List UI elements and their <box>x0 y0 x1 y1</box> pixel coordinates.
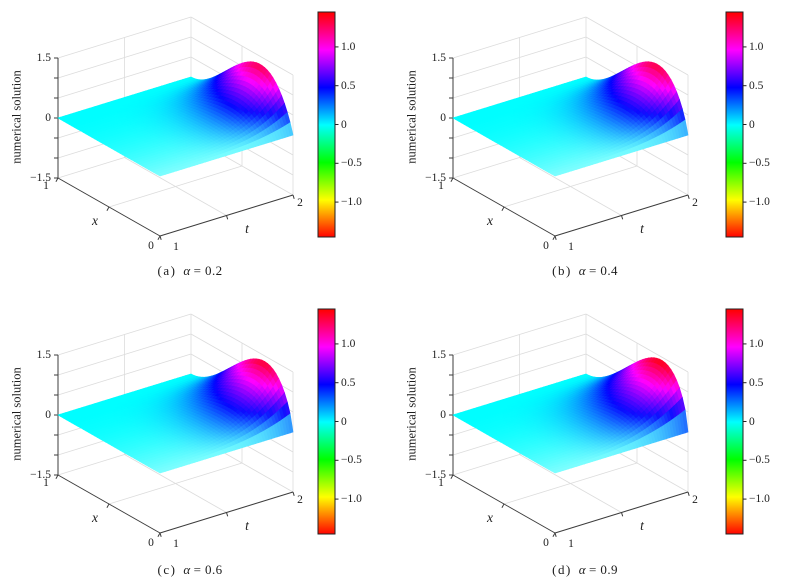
z-tick-label: −1.5 <box>30 172 51 184</box>
t-axis-label: t <box>640 221 644 236</box>
colorbar-tick-label: −1.0 <box>749 196 770 209</box>
surface-plot-canvas-b <box>395 0 790 290</box>
x-tick-label: 0 <box>148 537 154 549</box>
t-axis-label: t <box>640 518 644 533</box>
z-tick-label: −1.5 <box>425 172 446 184</box>
x-axis-label: x <box>92 213 98 228</box>
t-axis-label: t <box>245 518 249 533</box>
t-tick-label: 1 <box>568 241 574 253</box>
subplot-d: numerical solution x t (d) α = 0.9 1.5 0 −1.… <box>395 290 790 583</box>
colorbar-tick-label: −0.5 <box>341 454 362 467</box>
surface-plot-canvas-d <box>395 290 790 583</box>
colorbar-tick-label: 0.5 <box>341 79 356 92</box>
colorbar-tick-label: 1.0 <box>341 337 356 350</box>
surface-plot-canvas-c <box>0 290 395 583</box>
colorbar-tick-label: −0.5 <box>341 157 362 170</box>
x-tick-label: 0 <box>543 240 549 252</box>
subplot-caption-d: (d) α = 0.9 <box>465 562 705 578</box>
subplot-caption-b: (b) α = 0.4 <box>465 263 705 279</box>
colorbar-tick-label: 0.5 <box>341 376 356 389</box>
t-tick-label: 2 <box>692 197 698 209</box>
t-tick-label: 2 <box>297 494 303 506</box>
z-axis-label: numerical solution <box>9 367 24 461</box>
z-tick-label: 0 <box>45 409 51 421</box>
alpha-value: = 0.2 <box>193 263 223 278</box>
colorbar-tick-label: 0.5 <box>749 376 764 389</box>
z-axis-label: numerical solution <box>404 70 419 164</box>
colorbar-tick-label: −0.5 <box>749 454 770 467</box>
z-tick-label: 0 <box>440 112 446 124</box>
caption-index: (a) <box>157 263 177 278</box>
caption-index: (b) <box>552 263 572 278</box>
alpha-value: = 0.9 <box>589 562 618 577</box>
subplot-caption-a: (a) α = 0.2 <box>70 263 310 279</box>
subplot-a: numerical solution x t (a) α = 0.2 1.5 0 −1.… <box>0 0 395 290</box>
z-tick-label: 1.5 <box>431 349 446 361</box>
t-tick-label: 1 <box>173 241 179 253</box>
x-tick-label: 1 <box>438 477 444 489</box>
colorbar-tick-label: 0 <box>341 118 347 131</box>
surface-plot-canvas-a <box>0 0 395 290</box>
caption-index: (c) <box>157 562 177 577</box>
colorbar-tick-label: −1.0 <box>341 493 362 506</box>
alpha-value: = 0.6 <box>193 562 223 577</box>
x-tick-label: 0 <box>148 240 154 252</box>
x-tick-label: 1 <box>43 477 49 489</box>
colorbar-tick-label: −1.0 <box>341 196 362 209</box>
z-axis-label: numerical solution <box>9 70 24 164</box>
colorbar-tick-label: 1.0 <box>749 40 764 53</box>
alpha-symbol: α <box>183 263 191 278</box>
colorbar-tick-label: 1.0 <box>749 337 764 350</box>
z-tick-label: −1.5 <box>30 469 51 481</box>
colorbar-tick-label: −0.5 <box>749 157 770 170</box>
x-tick-label: 1 <box>438 180 444 192</box>
x-axis-label: x <box>487 510 493 525</box>
colorbar-tick-label: −1.0 <box>749 493 770 506</box>
t-axis-label: t <box>245 221 249 236</box>
t-tick-label: 2 <box>297 197 303 209</box>
t-tick-label: 2 <box>692 494 698 506</box>
z-tick-label: 0 <box>440 409 446 421</box>
t-tick-label: 1 <box>173 538 179 550</box>
z-tick-label: 1.5 <box>36 349 51 361</box>
alpha-value: = 0.4 <box>589 263 618 278</box>
z-axis-label: numerical solution <box>404 367 419 461</box>
x-tick-label: 1 <box>43 180 49 192</box>
z-tick-label: −1.5 <box>425 469 446 481</box>
colorbar-tick-label: 0 <box>341 415 347 428</box>
z-tick-label: 1.5 <box>36 52 51 64</box>
colorbar-tick-label: 1.0 <box>341 40 356 53</box>
colorbar-tick-label: 0 <box>749 415 755 428</box>
x-axis-label: x <box>487 213 493 228</box>
x-axis-label: x <box>92 510 98 525</box>
x-tick-label: 0 <box>543 537 549 549</box>
alpha-symbol: α <box>183 562 191 577</box>
alpha-symbol: α <box>578 263 587 278</box>
subplot-caption-c: (c) α = 0.6 <box>70 562 310 578</box>
z-tick-label: 1.5 <box>431 52 446 64</box>
subplot-c: numerical solution x t (c) α = 0.6 1.5 0 −1.… <box>0 290 395 583</box>
colorbar-tick-label: 0 <box>749 118 755 131</box>
z-tick-label: 0 <box>45 112 51 124</box>
caption-index: (d) <box>552 562 572 577</box>
subplot-b: numerical solution x t (b) α = 0.4 1.5 0 −1.… <box>395 0 790 290</box>
alpha-symbol: α <box>578 562 587 577</box>
colorbar-tick-label: 0.5 <box>749 79 764 92</box>
t-tick-label: 1 <box>568 538 574 550</box>
